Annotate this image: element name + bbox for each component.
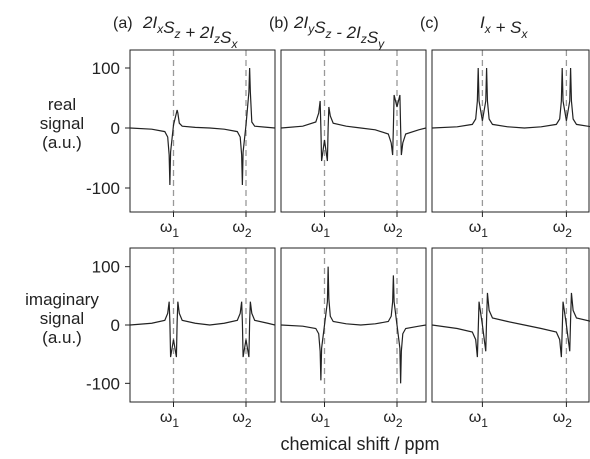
x-tick-label: ω2	[553, 409, 573, 430]
x-tick-subscript: 2	[245, 416, 252, 430]
title-part: I	[480, 13, 485, 32]
panel-label: (b)	[269, 15, 289, 32]
x-tick-label: ω2	[553, 219, 573, 240]
x-tick-symbol: ω	[383, 409, 396, 426]
x-tick-symbol: ω	[311, 219, 324, 236]
y-tick-label: 100	[92, 258, 120, 277]
signal-line	[281, 266, 426, 384]
plot-frame	[431, 49, 590, 213]
row-label: signal	[40, 114, 84, 133]
x-axis-label: chemical shift / ppm	[280, 434, 439, 454]
y-tick-label: 0	[111, 119, 120, 138]
title-part: S	[314, 18, 326, 37]
panel-label: (a)	[113, 15, 133, 32]
x-tick-symbol: ω	[383, 219, 396, 236]
y-tick-label: -100	[86, 374, 120, 393]
panel-title: 2IxSz + 2IzSx	[142, 13, 238, 51]
title-subscript: x	[484, 22, 492, 36]
x-tick-subscript: 1	[481, 226, 488, 240]
x-tick-subscript: 1	[172, 416, 179, 430]
row-label: signal	[40, 309, 84, 328]
signal-line	[432, 67, 590, 129]
x-tick-subscript: 2	[245, 226, 252, 240]
x-tick-label: ω1	[160, 219, 180, 240]
title-part: - 2I	[332, 23, 362, 42]
title-subscript: x	[520, 27, 528, 41]
x-tick-label: ω2	[232, 409, 252, 430]
x-tick-label: ω2	[232, 219, 252, 240]
x-tick-label: ω1	[469, 409, 489, 430]
plot-frame	[129, 49, 276, 213]
x-tick-subscript: 2	[396, 226, 403, 240]
signal-line	[432, 292, 590, 358]
signal-line	[281, 94, 426, 162]
x-tick-label: ω2	[383, 409, 403, 430]
x-tick-symbol: ω	[469, 409, 482, 426]
x-tick-symbol: ω	[160, 409, 173, 426]
panel-title: 2IySz - 2IzSy	[293, 13, 385, 51]
x-tick-label: ω1	[311, 219, 331, 240]
title-part: + 2I	[181, 23, 215, 42]
plot-frame	[129, 247, 276, 403]
x-tick-label: ω1	[160, 409, 180, 430]
title-part: S	[163, 18, 175, 37]
panel-title: Ix + Sx	[480, 13, 528, 41]
x-tick-label: ω2	[383, 219, 403, 240]
x-tick-symbol: ω	[232, 219, 245, 236]
panel-label: (c)	[420, 15, 439, 32]
x-tick-symbol: ω	[311, 409, 324, 426]
x-tick-subscript: 1	[172, 226, 179, 240]
y-tick-label: -100	[86, 179, 120, 198]
signal-line	[130, 301, 275, 358]
x-tick-subscript: 1	[323, 226, 330, 240]
x-tick-symbol: ω	[469, 219, 482, 236]
title-subscript: z	[213, 32, 220, 46]
row-label: imaginary	[25, 290, 99, 309]
title-subscript: y	[377, 37, 385, 51]
x-tick-symbol: ω	[553, 409, 566, 426]
x-tick-symbol: ω	[160, 219, 173, 236]
row-label: real	[48, 95, 76, 114]
x-tick-subscript: 2	[565, 226, 572, 240]
y-tick-label: 0	[111, 316, 120, 335]
row-label: (a.u.)	[42, 133, 82, 152]
title-subscript: x	[156, 22, 164, 36]
title-subscript: z	[325, 27, 332, 41]
signal-line	[130, 67, 275, 186]
title-part: S	[220, 28, 232, 47]
plot-frame	[431, 247, 590, 403]
x-tick-subscript: 1	[323, 416, 330, 430]
title-part: + S	[491, 18, 522, 37]
x-tick-subscript: 1	[481, 416, 488, 430]
plot-frame	[280, 49, 427, 213]
x-tick-subscript: 2	[565, 416, 572, 430]
title-subscript: x	[230, 37, 238, 51]
title-subscript: y	[307, 22, 315, 36]
title-part: 2I	[293, 13, 308, 32]
x-tick-label: ω1	[469, 219, 489, 240]
title-subscript: z	[360, 32, 367, 46]
title-subscript: z	[174, 27, 181, 41]
x-tick-symbol: ω	[232, 409, 245, 426]
row-label: (a.u.)	[42, 328, 82, 347]
plot-frame	[280, 247, 427, 403]
x-tick-subscript: 2	[396, 416, 403, 430]
title-part: 2I	[142, 13, 157, 32]
x-tick-symbol: ω	[553, 219, 566, 236]
title-part: S	[367, 28, 379, 47]
y-tick-label: 100	[92, 59, 120, 78]
x-tick-label: ω1	[311, 409, 331, 430]
